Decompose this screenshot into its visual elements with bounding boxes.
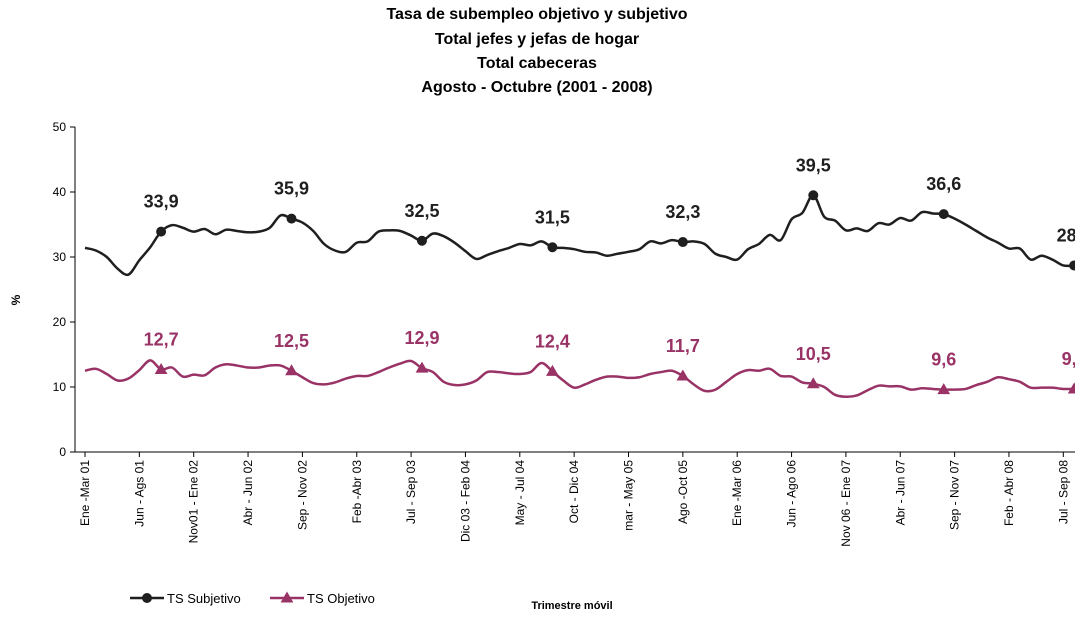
data-label: 12,9: [404, 328, 439, 348]
x-tick-label: Oct - Dic 04: [567, 460, 581, 524]
x-tick-label: May - Jul 04: [513, 460, 527, 526]
x-tick-label: Ene -Mar 01: [78, 460, 92, 526]
x-tick-label: Jul - Sep 03: [404, 460, 418, 524]
x-tick-label: Jun - Ago 06: [785, 460, 799, 528]
data-point: [1067, 382, 1075, 394]
data-label: 35,9: [274, 179, 309, 199]
data-label: 9,7: [1062, 349, 1075, 369]
data-point: [154, 362, 168, 374]
data-label: 31,5: [535, 207, 570, 227]
data-label: 32,5: [404, 201, 439, 221]
chart-title: Total cabeceras: [477, 55, 597, 72]
data-label: 12,7: [144, 329, 179, 349]
data-label: 32,3: [665, 202, 700, 222]
x-tick-label: Nov01 - Ene 02: [187, 460, 201, 544]
x-tick-label: Sep - Nov 07: [948, 460, 962, 530]
series-line: [84, 359, 1075, 399]
x-tick-label: Nov 06 - Ene 07: [839, 460, 853, 547]
data-label: 12,4: [535, 331, 570, 351]
legend-marker: [280, 591, 294, 603]
series-line: [84, 194, 1075, 277]
data-point: [286, 213, 297, 224]
data-point: [1069, 260, 1075, 271]
y-tick-label: 30: [53, 250, 67, 264]
x-tick-label: Abr - Jun 07: [893, 460, 907, 526]
data-point: [416, 235, 427, 246]
data-label: 10,5: [796, 344, 831, 364]
x-axis-title: Trimestre móvil: [531, 600, 612, 612]
y-tick-label: 40: [53, 185, 67, 199]
data-label: 28,7: [1057, 225, 1075, 245]
data-label: 11,7: [666, 336, 700, 356]
x-tick-label: Abr - Jun 02: [241, 460, 255, 526]
data-label: 39,5: [796, 155, 831, 175]
x-tick-label: Feb -Abr 03: [350, 460, 364, 524]
data-point: [415, 361, 429, 373]
x-tick-label: Dic 03 - Feb 04: [458, 460, 472, 542]
data-label: 12,5: [274, 331, 309, 351]
legend-marker: [142, 593, 152, 603]
data-point: [547, 242, 558, 253]
y-tick-label: 0: [59, 445, 66, 459]
chart-title: Total jefes y jefas de hogar: [435, 31, 639, 48]
y-axis-title: %: [9, 294, 23, 305]
data-point: [938, 209, 949, 220]
x-tick-label: Jun - Ags 01: [132, 460, 146, 527]
data-point: [808, 190, 819, 201]
legend-label: TS Objetivo: [307, 591, 375, 606]
x-tick-label: Sep - Nov 02: [295, 460, 309, 530]
data-point: [546, 364, 559, 376]
legend-label: TS Subjetivo: [167, 591, 241, 606]
data-label: 36,6: [926, 174, 961, 194]
data-point: [677, 237, 688, 248]
x-tick-label: mar - May 05: [622, 460, 636, 531]
data-point: [676, 369, 690, 381]
data-point: [285, 364, 298, 376]
x-tick-label: Feb - Abr 08: [1002, 460, 1016, 526]
data-label: 9,6: [931, 350, 956, 370]
x-tick-label: Ene -Mar 06: [730, 460, 744, 526]
y-tick-label: 10: [53, 380, 67, 394]
y-tick-label: 20: [53, 315, 67, 329]
data-point: [937, 383, 951, 395]
x-tick-label: Ago -Oct 05: [676, 460, 690, 524]
data-point: [156, 226, 167, 237]
y-tick-label: 50: [53, 120, 67, 134]
chart-title: Agosto - Octubre (2001 - 2008): [421, 79, 652, 96]
x-tick-label: Jul - Sep 08: [1056, 460, 1070, 524]
data-label: 33,9: [144, 192, 179, 212]
data-point: [806, 377, 820, 389]
chart-title: Tasa de subempleo objetivo y subjetivo: [386, 6, 687, 23]
